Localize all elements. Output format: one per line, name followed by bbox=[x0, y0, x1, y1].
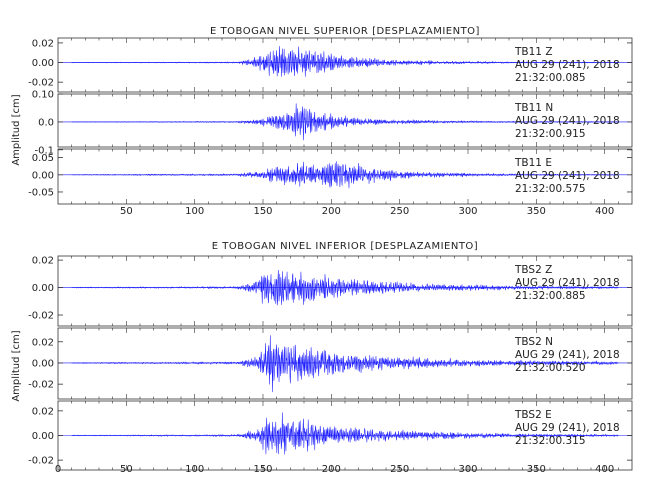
x-tick-label: 250 bbox=[390, 206, 409, 217]
y-tick-label: 0.00 bbox=[32, 283, 54, 294]
waveform-trace bbox=[71, 161, 619, 189]
station-label: TB11 E bbox=[514, 157, 552, 169]
y-tick-label: -0.02 bbox=[28, 78, 54, 89]
y-tick-label: -0.1 bbox=[34, 145, 54, 156]
time-label: 21:32:00.575 bbox=[515, 183, 586, 195]
station-label: TBS2 Z bbox=[514, 264, 552, 276]
y-tick-label: 0.02 bbox=[32, 406, 54, 417]
y-tick-label: -0.02 bbox=[28, 311, 54, 322]
x-tick-label: 0 bbox=[55, 464, 61, 475]
x-tick-label: 400 bbox=[595, 464, 614, 475]
y-tick-label: 0.00 bbox=[32, 358, 54, 369]
x-tick-label: 150 bbox=[253, 206, 272, 217]
time-label: 21:32:00.520 bbox=[515, 362, 586, 374]
x-tick-label: 350 bbox=[527, 464, 546, 475]
x-tick-label: 300 bbox=[458, 206, 477, 217]
y-tick-label: -0.05 bbox=[28, 187, 54, 198]
x-tick-label: 400 bbox=[595, 206, 614, 217]
y-tick-label: -0.02 bbox=[28, 380, 54, 391]
x-tick-label: 50 bbox=[120, 206, 133, 217]
x-tick-label: 100 bbox=[185, 206, 204, 217]
station-label: TBS2 N bbox=[514, 336, 553, 348]
waveform-trace bbox=[71, 103, 619, 141]
date-label: AUG 29 (241), 2018 bbox=[515, 422, 620, 434]
chart-title-inferior: E TOBOGAN NIVEL INFERIOR [DESPLAZAMIENTO… bbox=[212, 241, 478, 252]
date-label: AUG 29 (241), 2018 bbox=[515, 277, 620, 289]
x-tick-label: 200 bbox=[322, 464, 341, 475]
chart-title-superior: E TOBOGAN NIVEL SUPERIOR [DESPLAZAMIENTO… bbox=[210, 26, 480, 37]
date-label: AUG 29 (241), 2018 bbox=[515, 170, 620, 182]
y-tick-label: 0.00 bbox=[32, 431, 54, 442]
y-tick-label: 0.05 bbox=[32, 153, 54, 164]
time-label: 21:32:00.915 bbox=[515, 128, 586, 140]
waveform-trace bbox=[71, 46, 619, 77]
time-label: 21:32:00.085 bbox=[515, 72, 586, 84]
time-label: 21:32:00.315 bbox=[515, 435, 586, 447]
y-tick-label: 0.00 bbox=[32, 170, 54, 181]
date-label: AUG 29 (241), 2018 bbox=[515, 349, 620, 361]
waveform-trace bbox=[71, 335, 619, 393]
date-label: AUG 29 (241), 2018 bbox=[515, 115, 620, 127]
station-label: TB11 N bbox=[514, 102, 553, 114]
x-tick-label: 150 bbox=[253, 464, 272, 475]
y-tick-label: -0.02 bbox=[28, 456, 54, 467]
date-label: AUG 29 (241), 2018 bbox=[515, 59, 620, 71]
station-label: TBS2 E bbox=[514, 409, 552, 421]
x-tick-label: 250 bbox=[390, 464, 409, 475]
time-label: 21:32:00.885 bbox=[515, 290, 586, 302]
x-tick-label: 350 bbox=[527, 206, 546, 217]
x-tick-label: 100 bbox=[185, 464, 204, 475]
y-axis-label: Amplitud [cm] bbox=[11, 94, 22, 165]
x-tick-label: 200 bbox=[322, 206, 341, 217]
waveform-trace bbox=[71, 269, 619, 306]
station-label: TB11 Z bbox=[514, 46, 553, 58]
y-tick-label: 0.02 bbox=[32, 337, 54, 348]
x-tick-label: 50 bbox=[120, 464, 133, 475]
y-tick-label: 0.02 bbox=[32, 38, 54, 49]
y-tick-label: 0.02 bbox=[32, 256, 54, 267]
y-axis-label: Amplitud [cm] bbox=[11, 330, 22, 401]
y-tick-label: 0.10 bbox=[32, 90, 54, 101]
waveform-trace bbox=[71, 412, 619, 455]
x-tick-label: 300 bbox=[458, 464, 477, 475]
y-tick-label: 0.0 bbox=[38, 117, 54, 128]
y-tick-label: 0.00 bbox=[32, 58, 54, 69]
